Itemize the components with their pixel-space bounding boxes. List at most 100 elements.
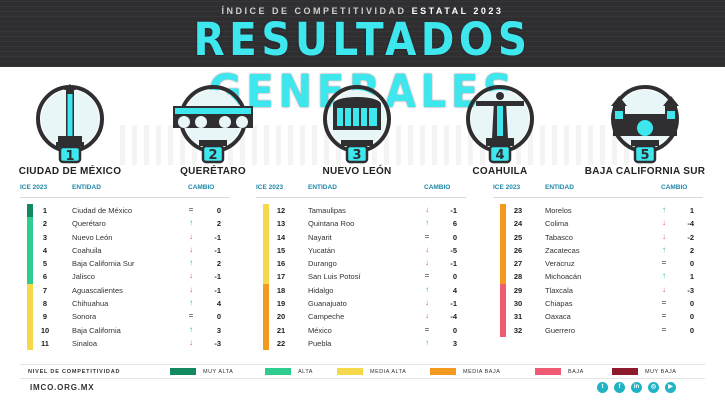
change-cell: 0 [689, 259, 694, 269]
level-bar [500, 270, 506, 284]
website-link[interactable]: IMCO.ORG.MX [30, 383, 95, 392]
table-row: 23 Morelos ↑ 1 [493, 204, 698, 218]
level-bar [27, 323, 33, 337]
table-header: ICE 2023 ENTIDAD CAMBIO [256, 180, 461, 195]
rank-cell: 11 [41, 338, 49, 348]
state-name-cell: Baja California [72, 325, 121, 335]
state-name-cell: México [308, 325, 332, 335]
arrow-down-icon: ↓ [189, 231, 193, 241]
change-cell: -3 [687, 285, 694, 295]
rank-cell: 2 [42, 219, 48, 229]
legend-swatch [170, 368, 196, 375]
arrow-down-icon: ↓ [425, 311, 429, 321]
table-row: 16 Durango ↓ -1 [256, 257, 461, 271]
header: ÍNDICE DE COMPETITIVIDAD ESTATAL 2023 RE… [0, 0, 725, 118]
legend-label: ALTA [298, 369, 313, 375]
legend-label: MEDIA BAJA [463, 369, 501, 375]
twitter-icon[interactable]: t [597, 382, 608, 393]
state-name-cell: Ciudad de México [72, 206, 133, 215]
ranking-rows: 23 Morelos ↑ 1 24 Colima ↓ -4 25 Tabasco ↓ -2 26 Zaca… [493, 204, 698, 337]
arrow-up-icon: ↑ [425, 337, 429, 347]
table-row: 32 Guerrero = 0 [493, 323, 698, 337]
level-bar [27, 257, 33, 271]
state-name-cell: Aguascalientes [72, 285, 123, 295]
arrow-down-icon: ↓ [189, 244, 193, 254]
top-five-podium: 1 CIUDAD DE MÉXICO 2 QUERÉTARO [0, 70, 725, 177]
legend-label: MUY ALTA [203, 369, 234, 375]
header-entidad: ENTIDAD [72, 184, 101, 191]
header-ice: ICE 2023 [256, 184, 284, 191]
change-cell: 4 [452, 285, 457, 295]
youtube-icon[interactable]: ▶ [665, 382, 676, 393]
table-row: 7 Aguascalientes ↓ -1 [20, 283, 225, 298]
table-row: 9 Sonora = 0 [20, 310, 225, 324]
change-cell: -1 [450, 259, 457, 269]
rank-cell: 13 [276, 219, 286, 229]
table-row: 31 Oaxaca = 0 [493, 310, 698, 324]
rank-cell: 8 [42, 299, 48, 309]
level-bar [263, 323, 269, 337]
table-row: 5 Baja California Sur ↑ 2 [20, 257, 225, 271]
rank-cell: 12 [276, 206, 286, 215]
podium-rank-4: 4 [495, 148, 504, 163]
level-bar [27, 230, 33, 244]
state-name-cell: Jalisco [72, 272, 95, 282]
state-name-cell: Oaxaca [545, 312, 571, 322]
table-row: 28 Michoacán ↑ 1 [493, 270, 698, 284]
divider [20, 378, 705, 379]
podium-rank-1: 1 [65, 149, 74, 164]
state-name-cell: Coahuila [72, 245, 102, 255]
podium-state-2: QUERÉTARO [180, 166, 246, 177]
podium-item-1: 1 CIUDAD DE MÉXICO [15, 84, 125, 177]
podium-state-5: BAJA CALIFORNIA SUR [584, 166, 706, 177]
change-cell: 3 [452, 338, 457, 348]
rank-cell: 7 [42, 285, 48, 295]
header-entidad: ENTIDAD [545, 184, 574, 191]
arrow-up-icon: ↑ [425, 284, 429, 294]
level-bar [27, 297, 33, 311]
change-cell: -1 [214, 272, 221, 282]
change-cell: 0 [689, 325, 694, 335]
level-bar [27, 310, 33, 324]
legend-label: BAJA [568, 369, 584, 375]
state-name-cell: Nayarit [308, 232, 332, 242]
instagram-icon[interactable]: ◎ [648, 382, 659, 393]
state-name-cell: Sinaloa [72, 338, 98, 348]
rank-cell: 16 [276, 259, 286, 269]
equal-icon: = [661, 311, 667, 321]
equal-icon: = [424, 231, 430, 241]
legend-swatch [265, 368, 291, 375]
rank-cell: 19 [276, 299, 286, 309]
arrow-down-icon: ↓ [662, 231, 666, 241]
legend-swatch [337, 368, 363, 375]
state-name-cell: Michoacán [545, 272, 582, 282]
ranking-rows: 12 Tamaulipas ↓ -1 13 Quintana Roo ↑ 6 14 Nayarit… [256, 204, 461, 351]
table-row: 27 Veracruz = 0 [493, 257, 698, 271]
legend-label: MUY BAJA [645, 369, 677, 375]
competitiveness-legend: NIVEL DE COMPETITIVIDAD MUY ALTA ALTA ME… [20, 364, 705, 376]
arrow-down-icon: ↓ [425, 244, 429, 254]
linkedin-icon[interactable]: in [631, 382, 642, 393]
rank-cell: 27 [513, 259, 523, 269]
arrow-up-icon: ↑ [189, 258, 193, 268]
change-cell: -4 [450, 312, 457, 322]
level-bar [27, 336, 33, 351]
equal-icon: = [424, 324, 430, 334]
level-bar [500, 204, 506, 218]
rank-cell: 22 [276, 338, 286, 348]
level-bar [500, 243, 506, 258]
state-name-cell: Yucatán [308, 245, 336, 255]
equal-icon: = [188, 205, 194, 214]
level-bar [27, 283, 33, 298]
state-name-cell: Morelos [545, 206, 572, 215]
equal-icon: = [188, 311, 194, 321]
level-bar [27, 204, 33, 218]
table-row: 19 Guanajuato ↓ -1 [256, 297, 461, 311]
arrow-down-icon: ↓ [425, 298, 429, 308]
level-bar [263, 310, 269, 324]
facebook-icon[interactable]: f [614, 382, 625, 393]
change-cell: 2 [689, 245, 694, 255]
equal-icon: = [661, 298, 667, 308]
podium-item-2: 2 QUERÉTARO [158, 84, 268, 177]
header-cambio: CAMBIO [424, 184, 451, 191]
